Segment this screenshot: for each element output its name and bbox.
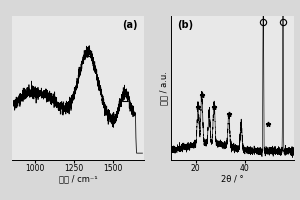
X-axis label: 2θ / °: 2θ / ° (221, 175, 244, 184)
Text: (b): (b) (177, 20, 193, 30)
X-axis label: 波数 / cm⁻¹: 波数 / cm⁻¹ (59, 175, 97, 184)
Y-axis label: 强度 / a.u.: 强度 / a.u. (159, 71, 168, 105)
Text: (a): (a) (122, 20, 137, 30)
